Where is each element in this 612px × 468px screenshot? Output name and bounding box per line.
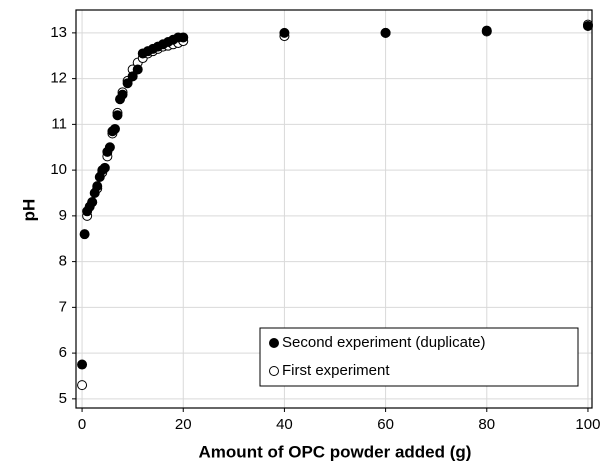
x-tick-label: 20 [175, 416, 192, 433]
data-point [77, 359, 88, 370]
data-point [112, 110, 123, 121]
data-point [178, 32, 189, 43]
data-point [77, 380, 88, 391]
data-point [582, 21, 593, 32]
data-point [79, 229, 90, 240]
x-tick-label: 0 [78, 416, 86, 433]
data-point [380, 27, 391, 38]
data-point [104, 142, 115, 153]
data-point [279, 27, 290, 38]
x-tick-label: 100 [575, 416, 600, 433]
data-point [109, 123, 120, 134]
data-point [99, 162, 110, 173]
data-point [122, 78, 133, 89]
data-point [87, 197, 98, 208]
y-tick-label: 12 [50, 70, 67, 87]
y-tick-label: 5 [59, 390, 67, 407]
y-tick-label: 10 [50, 161, 67, 178]
legend-marker [269, 366, 279, 376]
x-tick-label: 60 [377, 416, 394, 433]
plot-frame [75, 9, 593, 409]
legend-label: Second experiment (duplicate) [282, 334, 485, 351]
y-tick-label: 9 [59, 207, 67, 224]
x-tick-label: 40 [276, 416, 293, 433]
legend-marker [269, 338, 279, 348]
y-tick-label: 6 [59, 344, 67, 361]
y-tick-label: 8 [59, 253, 67, 270]
data-point [132, 64, 143, 75]
y-tick-label: 11 [51, 115, 67, 132]
legend-box [259, 327, 579, 387]
data-point [481, 25, 492, 36]
y-tick-label: 7 [59, 298, 67, 315]
data-point [127, 71, 138, 82]
legend-label: First experiment [282, 362, 390, 379]
y-axis-title: pH [19, 199, 38, 222]
data-point [92, 181, 103, 192]
data-point [117, 89, 128, 100]
y-tick-label: 13 [50, 24, 67, 41]
x-axis-title: Amount of OPC powder added (g) [199, 442, 472, 461]
x-tick-label: 80 [478, 416, 495, 433]
